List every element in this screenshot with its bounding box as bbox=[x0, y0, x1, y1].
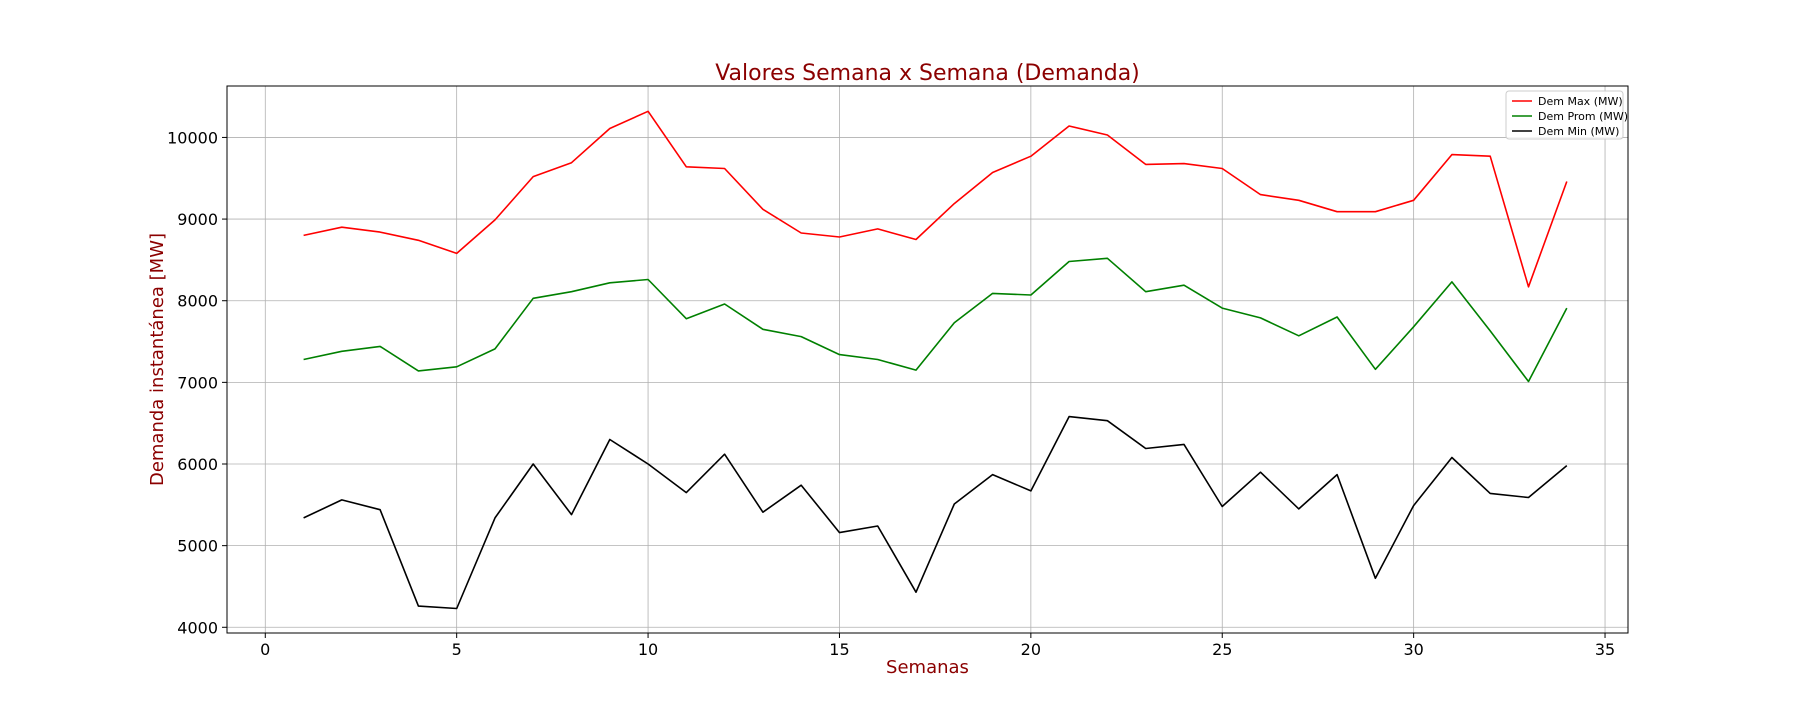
y-tick-label: 5000 bbox=[177, 537, 218, 556]
axis-ticks: 0 5 10 15 20 25 30 35 4000 5000 6000 7000 8000 9000 10… bbox=[167, 128, 1615, 659]
y-axis-label: Demanda instantánea [MW] bbox=[147, 233, 168, 486]
legend-label: Dem Min (MW) bbox=[1538, 125, 1619, 138]
x-axis-label: Semanas bbox=[886, 657, 969, 678]
x-tick-label: 35 bbox=[1595, 640, 1615, 659]
x-tick-label: 10 bbox=[638, 640, 658, 659]
x-tick-label: 25 bbox=[1212, 640, 1232, 659]
grid-lines bbox=[227, 86, 1628, 633]
x-tick-label: 5 bbox=[452, 640, 462, 659]
legend-label: Dem Max (MW) bbox=[1538, 95, 1623, 108]
y-tick-label: 8000 bbox=[177, 292, 218, 311]
y-tick-label: 4000 bbox=[177, 618, 218, 637]
series-line-dem-prom-mw bbox=[303, 257, 1568, 383]
y-tick-label: 7000 bbox=[177, 373, 218, 392]
legend: Dem Max (MW) Dem Prom (MW) Dem Min (MW) bbox=[1505, 90, 1628, 140]
series-line-dem-max-mw bbox=[303, 110, 1568, 288]
legend-box bbox=[1505, 90, 1624, 140]
x-tick-label: 30 bbox=[1403, 640, 1423, 659]
y-tick-label: 6000 bbox=[177, 455, 218, 474]
legend-label: Dem Prom (MW) bbox=[1538, 110, 1628, 123]
y-tick-label: 9000 bbox=[177, 210, 218, 229]
series-lines bbox=[303, 110, 1568, 610]
chart-title: Valores Semana x Semana (Demanda) bbox=[715, 61, 1140, 86]
x-tick-label: 0 bbox=[260, 640, 270, 659]
plot-frame bbox=[226, 85, 1629, 634]
series-line-dem-min-mw bbox=[303, 415, 1568, 610]
x-tick-label: 15 bbox=[829, 640, 849, 659]
y-tick-label: 10000 bbox=[167, 128, 218, 147]
x-tick-label: 20 bbox=[1021, 640, 1041, 659]
